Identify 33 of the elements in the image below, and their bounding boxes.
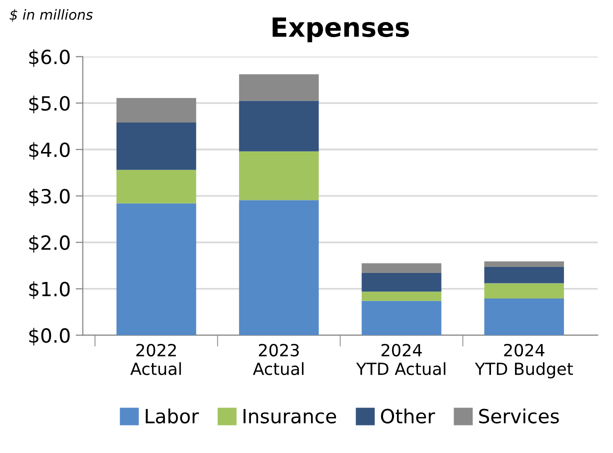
y-tick-label: $5.0 <box>29 96 70 114</box>
y-tick-label: $2.0 <box>29 234 70 253</box>
x-tick-label: 2024 YTD Actual <box>356 344 446 376</box>
bar <box>362 292 442 301</box>
bar <box>362 263 442 273</box>
y-tick-label: $3.0 <box>29 188 70 206</box>
x-tick-label: 2024 YTD Budget <box>474 344 573 378</box>
legend-label: Insurance <box>244 409 336 424</box>
legend-label: Services <box>479 408 559 424</box>
bar <box>484 261 564 267</box>
legend-label: Other <box>380 408 436 424</box>
bar <box>116 122 196 170</box>
bar <box>116 203 196 336</box>
bar <box>484 283 564 299</box>
bar <box>239 74 319 101</box>
bar <box>362 273 442 292</box>
y-axis-title: $ in millions <box>10 9 93 22</box>
bar <box>239 100 319 152</box>
bar <box>116 170 196 204</box>
bar <box>116 98 196 123</box>
y-tick-label: $0.0 <box>29 328 70 346</box>
y-tick-label: $6.0 <box>29 49 70 67</box>
y-tick-label: $4.0 <box>29 142 70 160</box>
x-tick-label: 2022 Actual <box>130 344 181 376</box>
legend-label: Labor <box>146 408 199 424</box>
chart-title: Expenses <box>272 17 409 42</box>
bar <box>239 200 319 336</box>
x-tick-label: 2023 Actual <box>252 344 304 376</box>
y-tick-label: $1.0 <box>29 281 70 300</box>
bar <box>484 266 564 284</box>
bar <box>484 298 564 336</box>
bar <box>239 151 319 200</box>
bar <box>362 300 442 336</box>
